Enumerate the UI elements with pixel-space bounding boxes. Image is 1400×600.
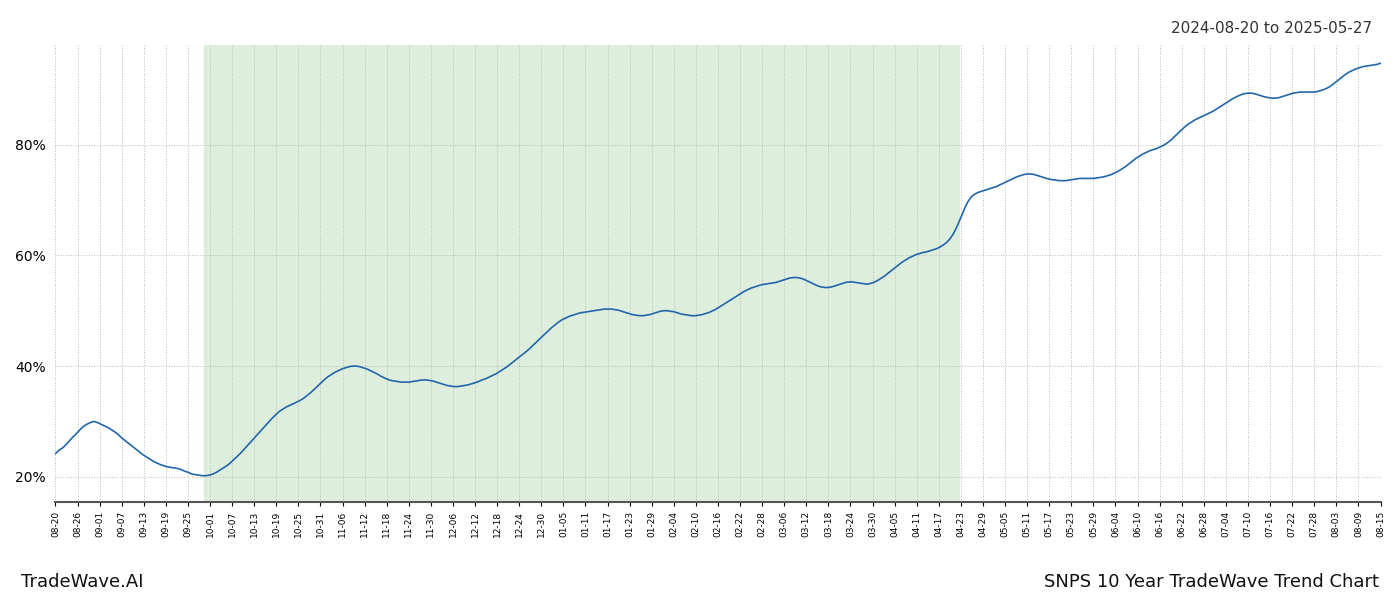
Bar	[204, 45, 959, 502]
Text: TradeWave.AI: TradeWave.AI	[21, 573, 143, 591]
Text: SNPS 10 Year TradeWave Trend Chart: SNPS 10 Year TradeWave Trend Chart	[1044, 573, 1379, 591]
Text: 2024-08-20 to 2025-05-27: 2024-08-20 to 2025-05-27	[1170, 21, 1372, 36]
